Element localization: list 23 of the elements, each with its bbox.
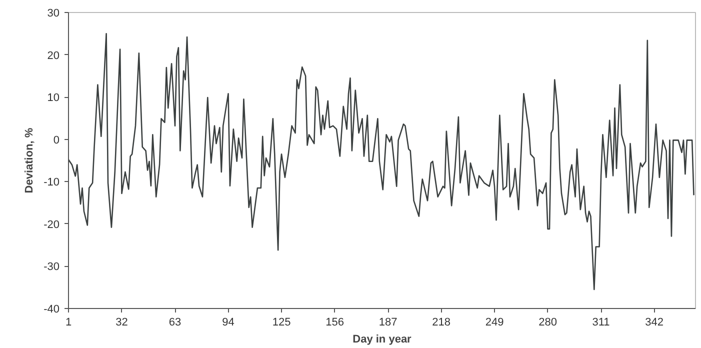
x-tick-label: 156 [326,316,344,328]
x-tick-label: 187 [378,316,398,328]
x-tick-label: 342 [645,316,664,328]
y-tick-label: 0 [53,134,60,146]
line-series [68,32,694,290]
y-tick-label: -40 [44,304,60,316]
x-axis-title: Day in year [352,334,412,346]
y-tick-label: -10 [44,176,60,189]
x-tick-label: 94 [222,316,234,328]
y-tick-label: -30 [44,261,60,274]
y-tick-label: 30 [47,8,60,20]
x-tick-label: 32 [116,316,128,328]
x-tick-label: 249 [485,316,504,328]
y-tick-label: -20 [44,218,60,231]
y-tick-label: 20 [47,50,60,62]
x-tick-label: 63 [168,316,182,328]
x-tick-label: 1 [65,316,72,328]
y-axis-title: Deviation, % [24,128,36,194]
x-tick-label: 311 [592,316,610,328]
y-tick-label: 10 [47,92,60,104]
x-tick-label: 125 [272,316,291,328]
x-tick-label: 280 [538,316,557,328]
x-tick-label: 218 [432,316,450,328]
